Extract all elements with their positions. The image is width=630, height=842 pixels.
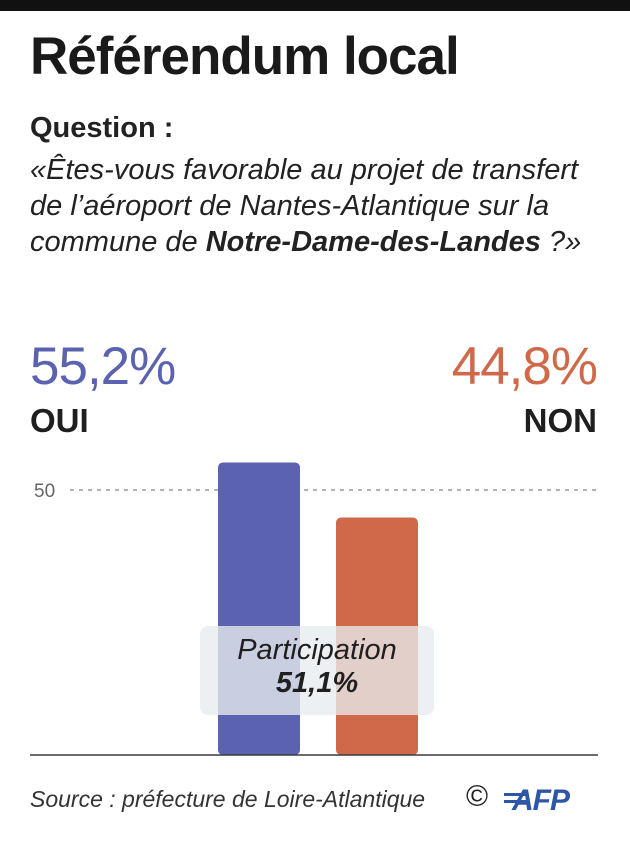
participation-box: Participation 51,1% [200,626,434,715]
non-label: NON [523,402,597,439]
non-percentage: 44,8% [451,337,598,396]
question-text-commune: Notre-Dame-des-Landes [205,226,541,258]
afp-logo-stripe [504,793,526,796]
afp-logo: AFP [504,784,572,814]
copyright-icon: © [466,780,489,813]
question-label: Question : [30,112,174,144]
oui-percentage: 55,2% [30,337,176,396]
top-bar [0,0,630,11]
page-title: Référendum local [30,27,460,86]
question-text: «Êtes-vous favorable au projet de transf… [30,152,610,260]
oui-label: OUI [30,402,89,439]
participation-value: 51,1% [275,667,359,699]
source-note: Source : préfecture de Loire-Atlantique [30,786,426,812]
reference-label-50: 50 [34,481,55,502]
afp-logo-stripe [504,800,526,803]
question-text-start: «Êtes-vous favorable au projet de transf… [30,154,579,258]
question-text-end: ?» [540,226,582,258]
participation-label: Participation [237,634,397,666]
afp-logo-text: AFP [511,784,571,814]
